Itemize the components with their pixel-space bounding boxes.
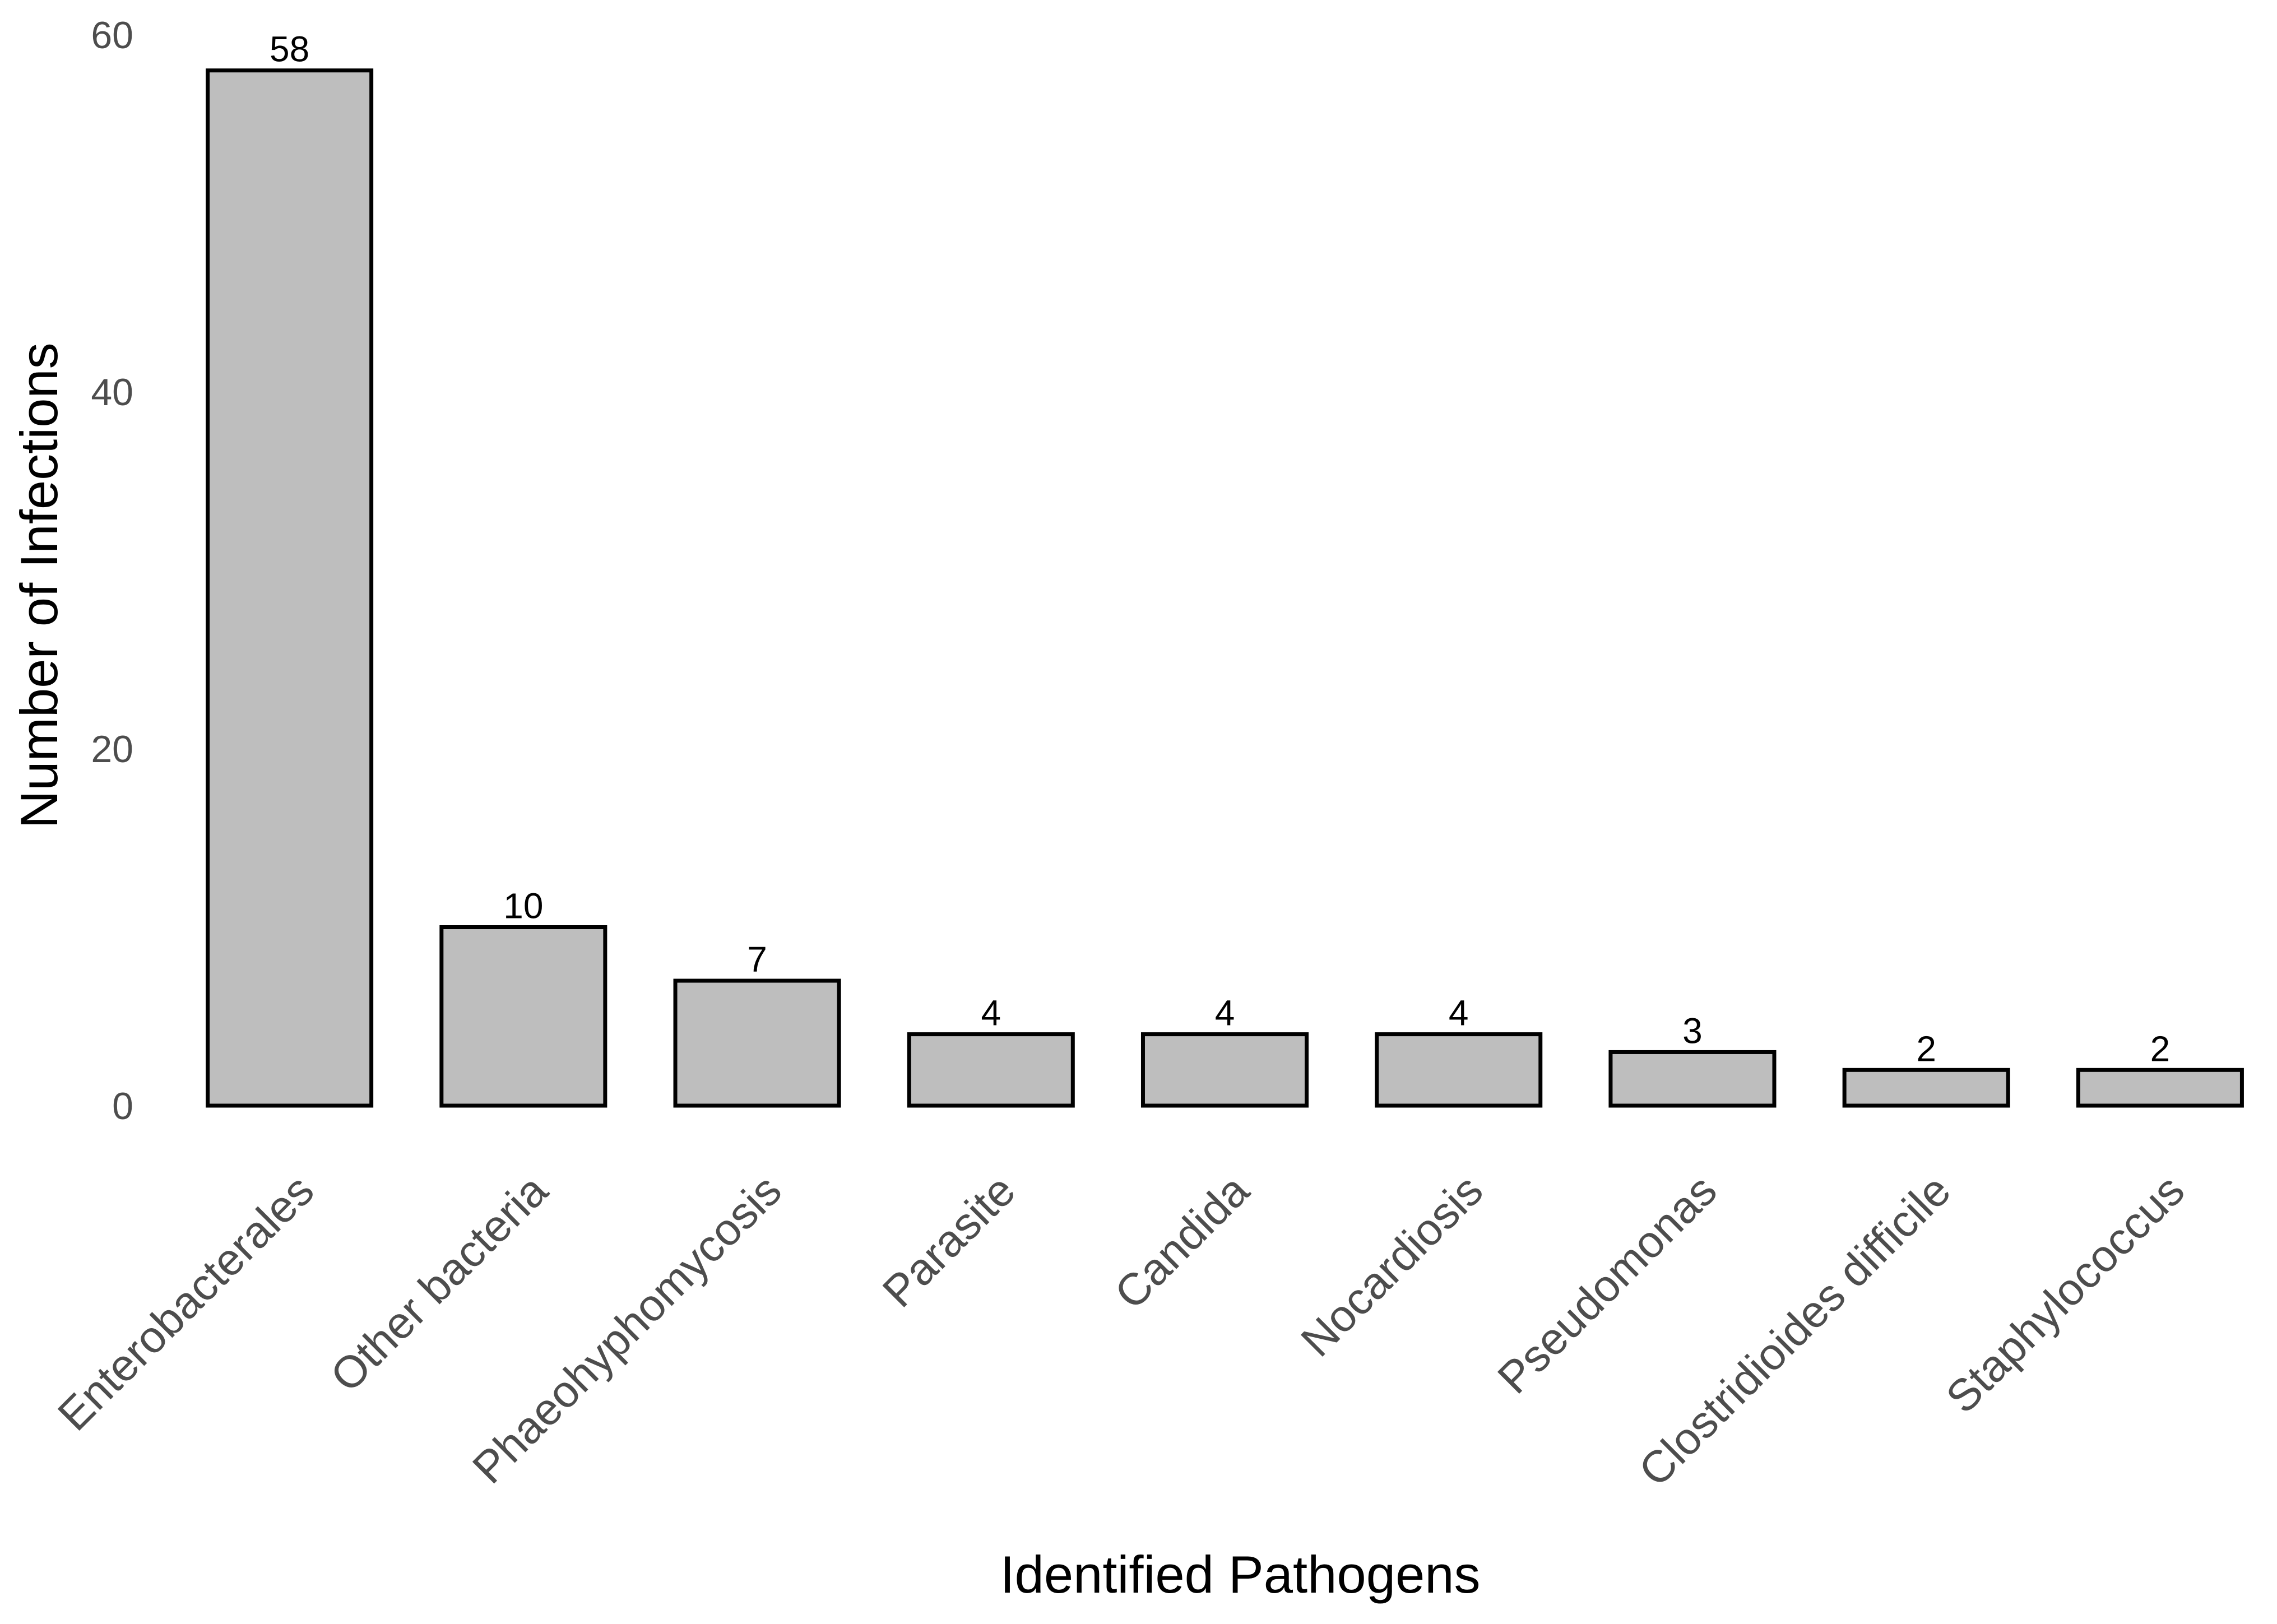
- bar-value-label: 10: [503, 886, 543, 926]
- bar: [206, 68, 374, 1108]
- bar: [1140, 1032, 1309, 1108]
- y-axis-title: Number of Infections: [10, 342, 68, 828]
- bar: [439, 925, 607, 1108]
- bars: [206, 68, 2244, 1108]
- data-labels: 58 10 7 4 4 4 3 2 2: [270, 29, 2170, 1069]
- x-tick-label: Enterobacterales: [48, 1165, 323, 1440]
- x-tick-label: Candida: [1105, 1165, 1259, 1319]
- x-tick-label: Other bacteria: [321, 1165, 557, 1402]
- bar: [2076, 1068, 2244, 1108]
- bar-value-label: 3: [1682, 1010, 1703, 1051]
- y-tick-label: 20: [91, 728, 133, 771]
- bar-value-label: 2: [1916, 1028, 1936, 1069]
- bar: [1375, 1032, 1543, 1108]
- y-tick-label: 0: [112, 1085, 133, 1127]
- x-tick-label: Staphylococcus: [1936, 1165, 2193, 1422]
- bar-value-label: 58: [270, 29, 309, 69]
- bar-value-label: 7: [747, 939, 767, 980]
- x-tick-label: Parasite: [873, 1165, 1024, 1316]
- y-tick-label: 60: [91, 14, 133, 57]
- y-axis-ticks: 0 20 40 60: [91, 14, 133, 1127]
- bar: [907, 1032, 1075, 1108]
- y-tick-label: 40: [91, 371, 133, 414]
- x-tick-label: Nocardiosis: [1291, 1165, 1492, 1366]
- x-axis-title: Identified Pathogens: [1000, 1545, 1480, 1604]
- bar: [1842, 1068, 2010, 1108]
- bar-value-label: 4: [981, 993, 1001, 1033]
- bar-value-label: 4: [1215, 993, 1235, 1033]
- bar-value-label: 4: [1449, 993, 1469, 1033]
- x-tick-label: Pseudomonas: [1488, 1165, 1726, 1403]
- bar: [1608, 1050, 1777, 1108]
- bar-value-label: 2: [2150, 1028, 2171, 1069]
- bar: [673, 978, 841, 1108]
